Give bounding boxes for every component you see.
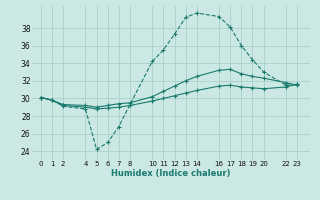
X-axis label: Humidex (Indice chaleur): Humidex (Indice chaleur) <box>111 169 231 178</box>
